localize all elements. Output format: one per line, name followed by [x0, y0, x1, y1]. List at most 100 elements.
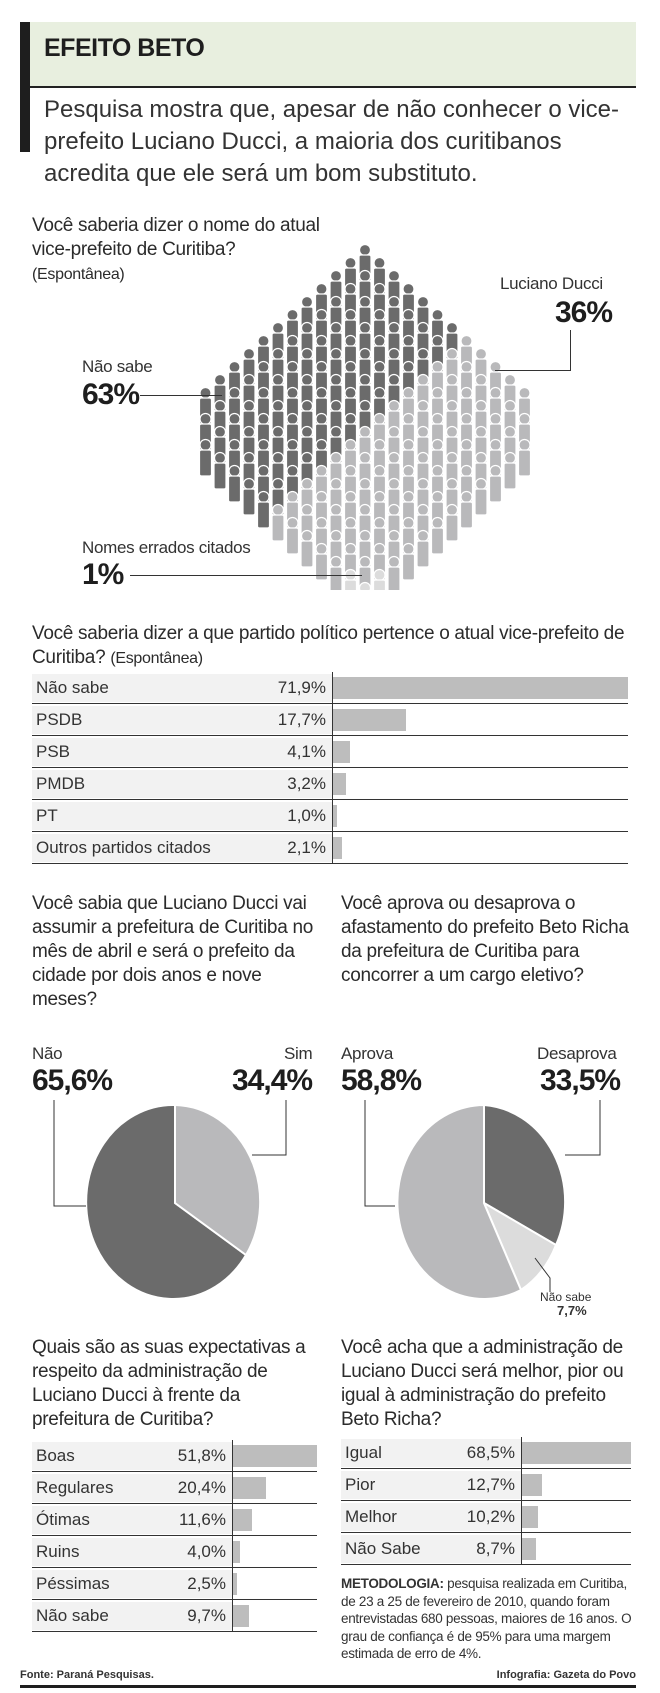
q4-label-desaprova: Desaprova: [537, 1044, 617, 1063]
q1-value-nao-sabe: 63%: [82, 378, 140, 411]
row-value: 4,0%: [132, 1537, 232, 1566]
bar: [233, 1540, 240, 1563]
row-label: Igual: [341, 1438, 441, 1467]
row-label: Melhor: [341, 1502, 441, 1531]
row-value: 17,7%: [232, 705, 332, 734]
row-label: Péssimas: [32, 1569, 132, 1598]
q6-bar-table: Igual 68,5% Pior 12,7% Melhor 10,2% Não Sabe 8,…: [341, 1436, 631, 1565]
row-value: 9,7%: [132, 1601, 232, 1630]
q1-leader-line-nao-sabe: [140, 395, 222, 396]
bar: [333, 804, 338, 827]
table-row: Ótimas 11,6%: [32, 1503, 317, 1536]
bar-cell: [521, 1468, 631, 1501]
bar: [522, 1473, 543, 1496]
source-credit: Fonte: Paraná Pesquisas.: [20, 1669, 154, 1681]
table-row: PT 1,0%: [32, 799, 628, 832]
bar-cell: [232, 1567, 317, 1600]
q4-value-nao-sabe: 7,7%: [557, 1303, 587, 1318]
q4-label-aprova: Aprova: [341, 1044, 394, 1063]
bar: [233, 1604, 249, 1627]
row-value: 12,7%: [441, 1470, 521, 1499]
row-value: 8,7%: [441, 1534, 521, 1563]
q3-pie-chart: [53, 1100, 287, 1300]
bar-cell: [332, 671, 628, 704]
q4-pie-chart: [364, 1100, 601, 1300]
page-subtitle: Pesquisa mostra que, apesar de não conhe…: [44, 96, 620, 187]
table-row: PMDB 3,2%: [32, 767, 628, 800]
q1-label-luciano: Luciano Ducci: [500, 274, 603, 293]
row-label: PSB: [32, 737, 232, 766]
row-value: 2,1%: [232, 833, 332, 862]
row-label: PT: [32, 801, 232, 830]
q4-label-nao-sabe: Não sabe: [540, 1290, 592, 1304]
row-label: PMDB: [32, 769, 232, 798]
table-row: Não sabe 9,7%: [32, 1599, 317, 1632]
q2-bar-table: Não sabe 71,9% PSDB 17,7% PSB 4,1% PMDB 3,2% PT 1…: [32, 671, 628, 864]
table-row: PSB 4,1%: [32, 735, 628, 768]
table-row: Ruins 4,0%: [32, 1535, 317, 1568]
row-label: PSDB: [32, 705, 232, 734]
row-label: Ótimas: [32, 1505, 132, 1534]
q2-question: Você saberia dizer a que partido polític…: [32, 623, 625, 668]
page-title: EFEITO BETO: [44, 34, 205, 62]
q3-label-nao: Não: [32, 1044, 63, 1063]
table-row: Melhor 10,2%: [341, 1500, 631, 1533]
row-value: 51,8%: [132, 1441, 232, 1470]
bar: [333, 676, 628, 699]
bar-cell: [521, 1532, 631, 1565]
bar-cell: [332, 735, 628, 768]
infographic-credit: Infografia: Gazeta do Povo: [496, 1669, 636, 1681]
row-label: Regulares: [32, 1473, 132, 1502]
row-label: Não Sabe: [341, 1534, 441, 1563]
row-value: 2,5%: [132, 1569, 232, 1598]
row-value: 71,9%: [232, 673, 332, 702]
row-value: 20,4%: [132, 1473, 232, 1502]
q1-value-luciano: 36%: [555, 296, 613, 329]
bar: [233, 1444, 317, 1467]
bar-cell: [332, 703, 628, 736]
table-row: Pior 12,7%: [341, 1468, 631, 1501]
row-value: 11,6%: [132, 1505, 232, 1534]
bar: [333, 836, 342, 859]
q3-label-sim: Sim: [284, 1044, 313, 1063]
q4-value-desaprova: 33,5%: [540, 1064, 621, 1097]
header-accent-rule: [20, 22, 30, 152]
bar: [333, 708, 406, 731]
row-value: 1,0%: [232, 801, 332, 830]
table-row: Não sabe 71,9%: [32, 671, 628, 704]
row-value: 10,2%: [441, 1502, 521, 1531]
row-label: Pior: [341, 1470, 441, 1499]
table-row: Boas 51,8%: [32, 1439, 317, 1472]
q1-leader-line-luciano-h: [495, 370, 571, 371]
bar-cell: [232, 1503, 317, 1536]
row-value: 68,5%: [441, 1438, 521, 1467]
methodology-note: METODOLOGIA: pesquisa realizada em Curit…: [341, 1576, 632, 1661]
bar-cell: [232, 1471, 317, 1504]
bar: [233, 1508, 253, 1531]
footer-rule: [20, 1685, 636, 1688]
q3-value-sim: 34,4%: [232, 1064, 313, 1097]
row-label: Não sabe: [32, 673, 232, 702]
bar-cell: [521, 1500, 631, 1533]
q1-people-pictogram: [200, 243, 530, 590]
q1-leader-line-luciano-v: [570, 330, 571, 370]
table-row: Não Sabe 8,7%: [341, 1532, 631, 1565]
bar-cell: [332, 831, 628, 864]
row-label: Ruins: [32, 1537, 132, 1566]
row-value: 3,2%: [232, 769, 332, 798]
table-row: PSDB 17,7%: [32, 703, 628, 736]
row-value: 4,1%: [232, 737, 332, 766]
q1-question: Você saberia dizer o nome do atual vice-…: [32, 215, 320, 283]
table-row: Péssimas 2,5%: [32, 1567, 317, 1600]
bar-cell: [332, 799, 628, 832]
q1-label-nao-sabe: Não sabe: [82, 357, 153, 376]
q5-bar-table: Boas 51,8% Regulares 20,4% Ótimas 11,6% Ruins 4…: [32, 1439, 317, 1632]
bar: [522, 1505, 539, 1528]
table-row: Outros partidos citados 2,1%: [32, 831, 628, 864]
bar: [233, 1476, 267, 1499]
bar-cell: [232, 1439, 317, 1472]
bar: [522, 1537, 536, 1560]
bar-cell: [232, 1535, 317, 1568]
q5-question: Quais são as suas expectativas a respeit…: [32, 1337, 306, 1430]
header-band: [20, 22, 636, 88]
